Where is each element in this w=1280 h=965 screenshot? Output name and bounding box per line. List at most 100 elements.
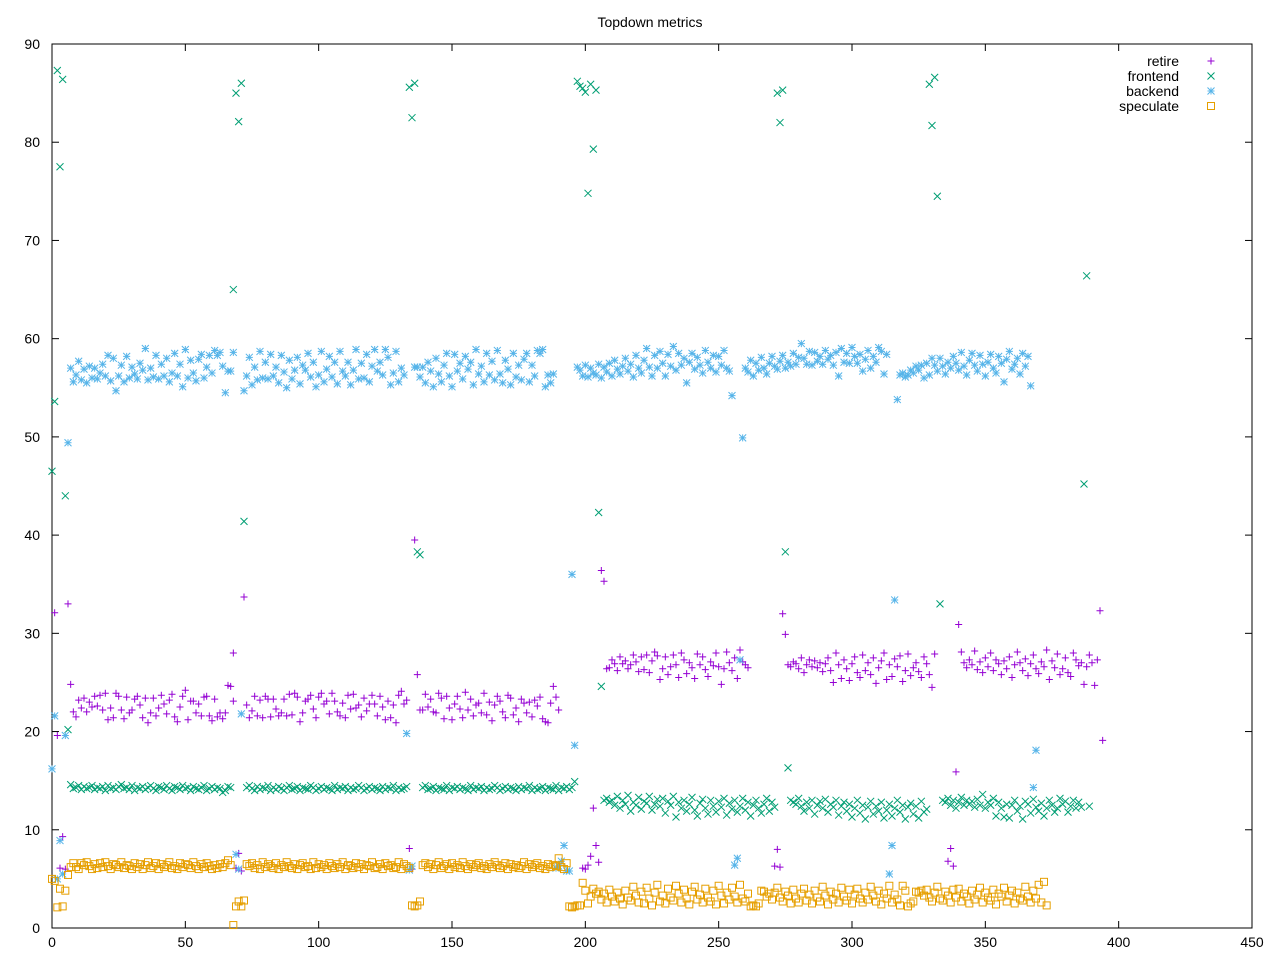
frontend-point [650, 800, 659, 809]
y-tick-label: 90 [24, 36, 40, 52]
retire-point [464, 706, 472, 714]
speculate-point [240, 896, 248, 905]
backend-point [96, 369, 104, 377]
retire-point [243, 701, 251, 709]
backend-point [746, 356, 755, 365]
backend-point [296, 379, 304, 388]
retire-point [923, 660, 931, 668]
backend-point [232, 850, 240, 859]
backend-point [269, 372, 278, 380]
retire-point [115, 692, 123, 700]
speculate-point [178, 863, 187, 872]
speculate-point [472, 861, 480, 870]
speculate-point [832, 889, 840, 898]
retire-point [368, 691, 376, 699]
backend-point [240, 386, 248, 395]
retire-point [80, 694, 88, 702]
frontend-point [525, 781, 534, 790]
backend-point [282, 383, 291, 392]
frontend-point [954, 798, 963, 807]
speculate-point [368, 858, 376, 867]
frontend-point [1048, 801, 1056, 810]
legend-label-retire: retire [1147, 53, 1179, 69]
retire-point [552, 693, 560, 701]
speculate-point [669, 896, 678, 905]
speculate-point [549, 861, 558, 870]
speculate-point [629, 882, 638, 891]
y-tick-label: 40 [24, 527, 40, 543]
frontend-point [570, 777, 579, 786]
retire-point [467, 695, 475, 703]
retire-point [685, 659, 693, 667]
retire-point [973, 666, 981, 674]
speculate-point [888, 898, 896, 907]
frontend-point [744, 798, 752, 807]
retire-point [960, 659, 968, 667]
backend-point [301, 366, 310, 374]
speculate-point [765, 889, 774, 898]
retire-point [96, 691, 104, 699]
retire-point [717, 680, 725, 688]
backend-point [725, 367, 734, 375]
backend-point [453, 367, 462, 375]
retire-point [528, 713, 536, 721]
frontend-point [466, 781, 475, 790]
speculate-point [493, 861, 502, 870]
speculate-point [698, 898, 707, 907]
frontend-point [1077, 803, 1086, 812]
frontend-point [88, 781, 96, 790]
series-retire [51, 536, 1107, 875]
retire-point [381, 716, 389, 724]
frontend-point [957, 793, 966, 802]
speculate-point [464, 865, 472, 874]
retire-point [653, 652, 661, 660]
speculate-point [949, 885, 958, 894]
backend-point [757, 353, 766, 362]
frontend-point [154, 782, 163, 791]
retire-point [229, 649, 237, 657]
retire-point [405, 844, 413, 852]
retire-point [1061, 654, 1069, 662]
speculate-point [525, 860, 534, 869]
retire-point [267, 713, 275, 721]
retire-point [627, 661, 635, 669]
backend-point [754, 366, 763, 374]
backend-point [797, 339, 806, 348]
backend-point [912, 362, 920, 371]
frontend-point [485, 785, 494, 794]
backend-point [149, 373, 158, 381]
backend-point [925, 371, 934, 379]
backend-point [744, 368, 752, 376]
retire-point [872, 679, 880, 687]
retire-point [253, 712, 261, 720]
speculate-point [533, 859, 542, 868]
backend-point [48, 765, 56, 773]
backend-point [962, 371, 971, 379]
speculate-point [1042, 901, 1051, 910]
frontend-point [840, 798, 848, 807]
speculate-point [797, 889, 806, 898]
backend-point [280, 368, 288, 376]
speculate-point [848, 899, 856, 908]
speculate-point [229, 921, 238, 930]
retire-point [675, 674, 683, 682]
legend-marker-frontend [1207, 72, 1215, 80]
backend-point [416, 373, 424, 381]
backend-point [397, 364, 406, 372]
frontend-point [152, 786, 160, 795]
speculate-point [1005, 891, 1014, 900]
speculate-point [170, 862, 179, 871]
speculate-point [125, 862, 134, 871]
speculate-point [933, 882, 942, 891]
retire-point [323, 697, 331, 705]
retire-point [853, 669, 861, 677]
retire-point [1088, 659, 1096, 667]
speculate-point [568, 903, 576, 912]
speculate-point [258, 858, 267, 867]
backend-point [485, 371, 494, 379]
backend-point [248, 380, 256, 389]
backend-point [1016, 370, 1024, 378]
speculate-point [930, 888, 939, 897]
backend-point [440, 361, 448, 370]
